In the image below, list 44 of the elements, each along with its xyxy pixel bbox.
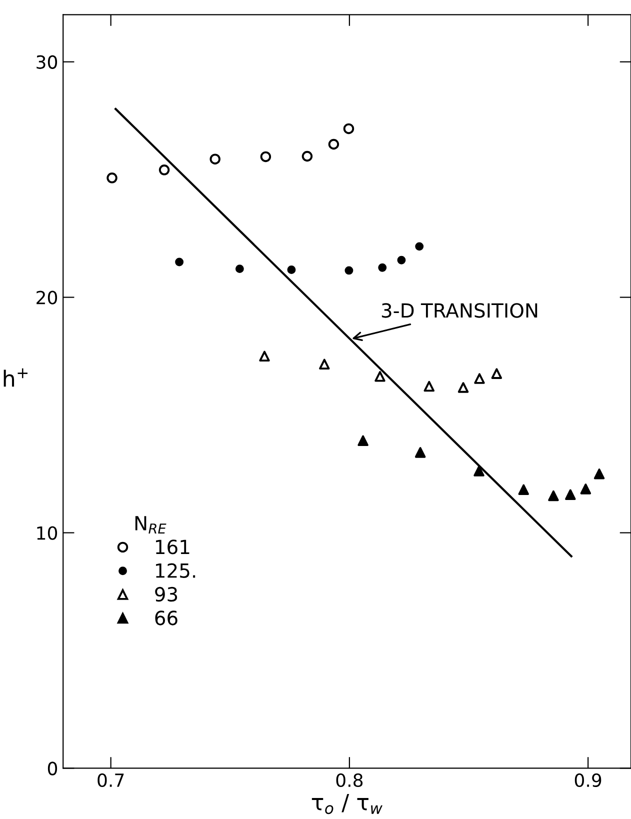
point [424,380,434,392]
point [343,123,354,134]
point [210,154,220,164]
x-axis-title: τ$_{o}$ / τ$_{w}$ [312,794,382,814]
y-tick-label: 30 [36,55,58,69]
point [106,172,118,184]
point [548,490,559,502]
point [474,373,485,384]
point [415,242,424,251]
legend-label: 93 [155,586,178,602]
point [319,358,330,370]
point [594,468,605,480]
y-tick-label: 0 [48,762,58,776]
point [235,264,244,274]
legend-label: 161 [156,540,190,554]
y-tick-label: 10 [37,526,58,540]
point [397,256,406,264]
point [358,435,368,446]
y-axis-title: h$^{+}$ [4,368,28,387]
point [580,484,592,494]
point [474,466,484,476]
point [565,489,576,500]
legend-title: N$_{RE}$ [135,516,166,534]
point [458,382,469,393]
point [302,150,313,162]
point [260,151,272,162]
point [259,350,270,362]
x-tick-label: 0.9 [574,773,602,788]
point [374,371,386,382]
point [414,447,426,458]
x-tick-label: 0.8 [336,773,363,788]
legend-label: 66 [155,610,178,626]
point [378,263,387,272]
point [491,368,502,379]
point [158,164,170,176]
annotation: 3-D TRANSITION [382,303,538,318]
point [328,138,340,150]
legend-label: 125. [156,563,196,578]
point [518,484,529,496]
point [344,266,354,275]
point [287,266,296,274]
point [175,258,184,266]
x-tick-label: 0.7 [98,773,124,788]
y-tick-label: 20 [36,290,58,304]
